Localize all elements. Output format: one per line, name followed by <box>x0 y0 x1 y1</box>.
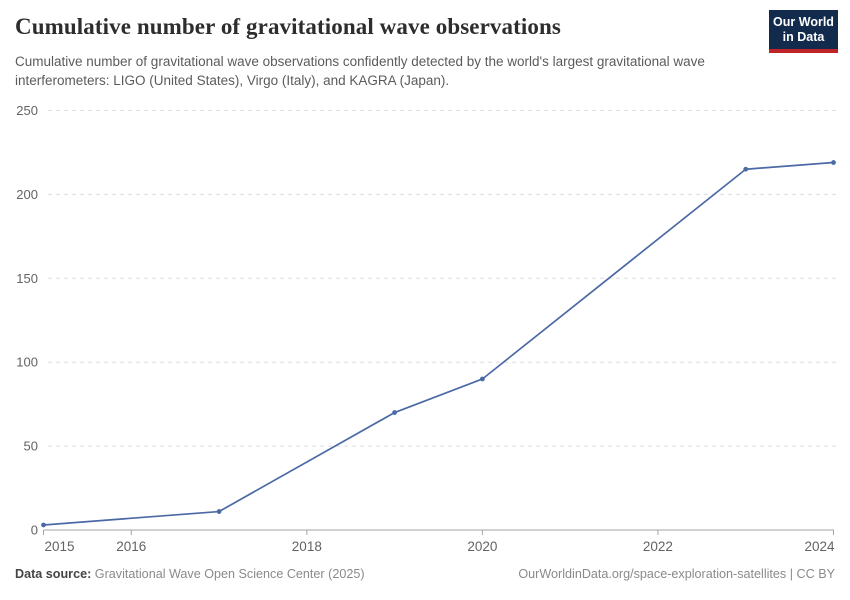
line-chart: 0 50 100 150 200 250 2015 2016 2018 2020 2022 2024 <box>16 103 838 554</box>
x-axis-label: 2015 <box>45 539 75 554</box>
data-point <box>831 160 836 165</box>
data-point <box>392 410 398 415</box>
data-point <box>743 166 749 172</box>
owid-url-link[interactable]: OurWorldinData.org/space-exploration-sat… <box>518 567 835 581</box>
data-source-text: Gravitational Wave Open Science Center (… <box>94 567 365 581</box>
y-axis-label: 250 <box>16 103 38 118</box>
owid-logo-line2: in Data <box>782 29 825 44</box>
page-title: Cumulative number of gravitational wave … <box>15 14 561 39</box>
x-axis-label: 2024 <box>804 539 835 554</box>
x-axis-label: 2016 <box>116 539 146 554</box>
owid-logo-line1: Our World <box>773 15 834 30</box>
y-axis-label: 0 <box>31 523 38 538</box>
data-source: Data source: Gravitational Wave Open Sci… <box>15 567 365 581</box>
data-point <box>216 509 222 514</box>
data-line <box>42 161 835 526</box>
chart-subtitle: Cumulative number of gravitational wave … <box>15 54 705 89</box>
owid-logo[interactable]: Our World in Data <box>769 10 838 53</box>
x-axis-label: 2020 <box>467 539 497 554</box>
y-axis-label: 100 <box>16 355 38 370</box>
x-axis-label: 2018 <box>292 539 322 554</box>
data-source-label: Data source: <box>15 567 92 581</box>
y-axis-label: 50 <box>24 439 38 454</box>
y-axis-label: 150 <box>16 271 38 286</box>
y-axis-label: 200 <box>16 187 38 202</box>
data-point <box>41 522 46 528</box>
chart-footer: Data source: Gravitational Wave Open Sci… <box>15 567 835 581</box>
data-point <box>479 376 485 382</box>
x-axis-label: 2022 <box>643 539 673 554</box>
